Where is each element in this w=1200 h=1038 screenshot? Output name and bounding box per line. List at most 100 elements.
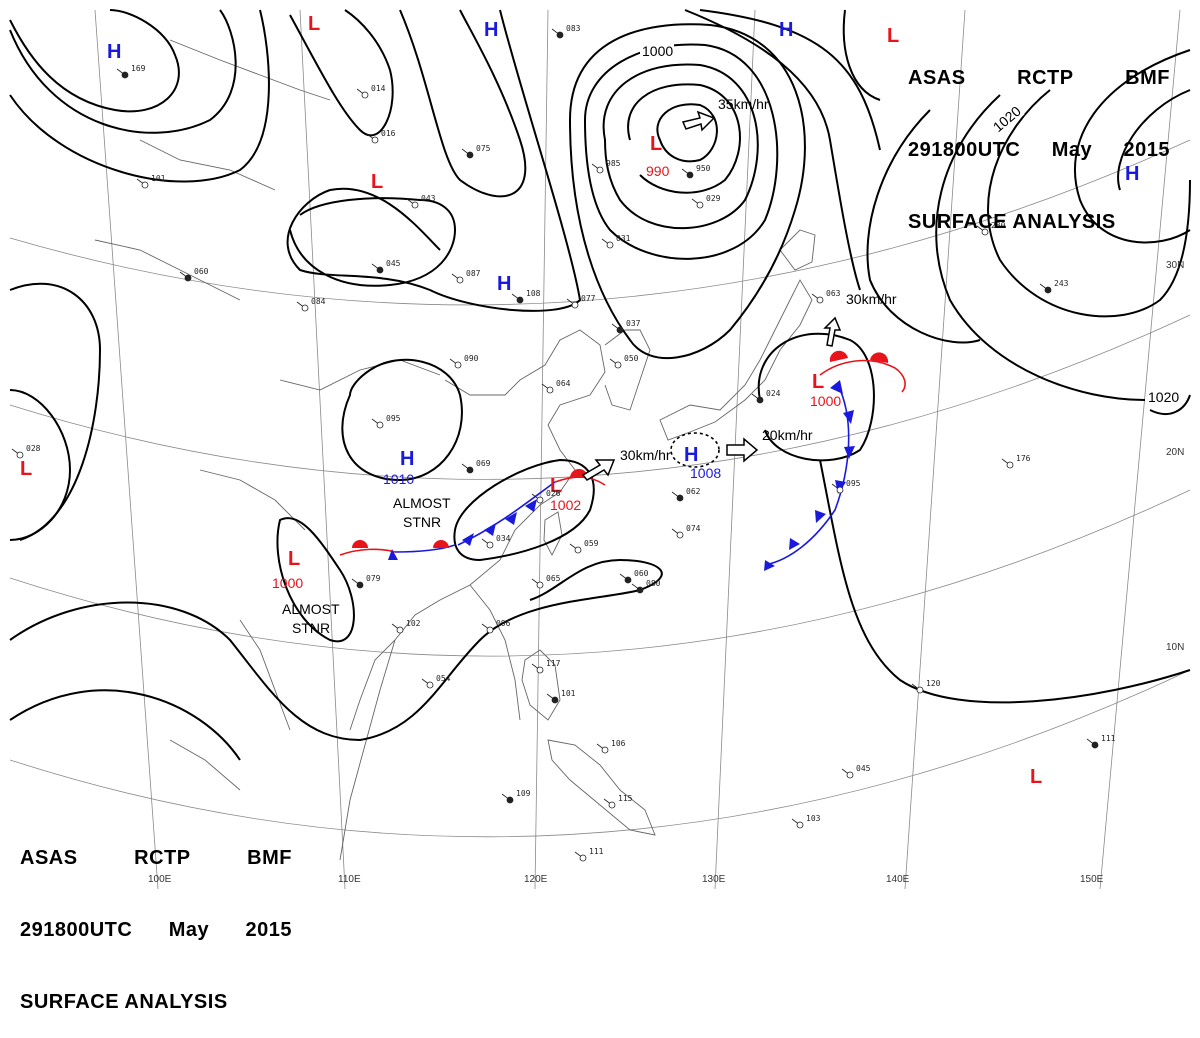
station-pressure: 062 <box>686 487 701 496</box>
station-plot: 014 <box>356 84 386 99</box>
header-time: May <box>1051 139 1093 161</box>
station-circle <box>981 228 989 236</box>
almost-stnr-west-line2: STNR <box>292 620 330 636</box>
station-pressure: 016 <box>381 129 396 138</box>
station-plot: 083 <box>551 24 581 39</box>
pressure-systems: H L H H L L H H L L L 990 L 1000 L 1002 … <box>20 13 1139 788</box>
station-pressure: 111 <box>589 847 604 856</box>
low-symbol: L <box>887 25 899 47</box>
motion-north-low: 35km/hr <box>718 96 769 112</box>
station-pressure: 069 <box>476 459 491 468</box>
almost-stnr-west-line1: ALMOST <box>282 601 340 617</box>
header-time: 2015 <box>245 919 292 941</box>
station-pressure: 077 <box>581 294 596 303</box>
motion-east-low: 30km/hr <box>846 291 897 307</box>
station-circle <box>121 71 129 79</box>
header-agency: RCTP <box>134 847 191 869</box>
header-agency: RCTP <box>1017 67 1074 89</box>
station-circle <box>426 681 434 689</box>
station-pressure: 103 <box>806 814 821 823</box>
low-symbol-1000-west: L <box>288 548 300 570</box>
low-value-1000-east: 1000 <box>810 393 841 409</box>
station-circle <box>184 274 192 282</box>
low-symbol-1000-east: L <box>812 371 824 393</box>
station-pressure: 985 <box>606 159 621 168</box>
station-circle <box>676 531 684 539</box>
station-pressure: 080 <box>646 579 661 588</box>
almost-stnr-notes: ALMOST STNR ALMOST STNR <box>282 495 451 636</box>
station-plot: 050 <box>609 354 639 369</box>
station-circle <box>796 821 804 829</box>
station-circle <box>846 771 854 779</box>
station-circle <box>411 201 419 209</box>
station-plot: 111 <box>1086 734 1116 749</box>
station-plot: 060 <box>619 569 649 584</box>
station-pressure: 106 <box>611 739 626 748</box>
lon-tick-150e: 150E <box>1080 874 1104 885</box>
station-plot: 096 <box>481 619 511 634</box>
station-circle <box>596 166 604 174</box>
station-pressure: 169 <box>131 64 146 73</box>
station-pressure: 031 <box>616 234 631 243</box>
station-plot: 026 <box>531 489 561 504</box>
low-symbol-990: L <box>650 133 662 155</box>
station-pressure: 109 <box>516 789 531 798</box>
high-symbol-1010: H <box>400 448 414 470</box>
lon-tick-110e: 110E <box>338 874 361 885</box>
station-pressure: 034 <box>496 534 511 543</box>
station-pressure: 120 <box>926 679 941 688</box>
weather-map: H L H H L L H H L L L 990 L 1000 L 1002 … <box>9 9 1191 890</box>
station-plot: 037 <box>611 319 641 334</box>
coastline <box>94 39 816 861</box>
station-circle <box>506 796 514 804</box>
low-symbol: L <box>371 171 383 193</box>
station-plot: 031 <box>601 234 631 249</box>
lon-tick-120e: 120E <box>524 874 548 885</box>
station-plot: 090 <box>449 354 479 369</box>
station-pressure: 045 <box>856 764 871 773</box>
station-plot: 045 <box>841 764 871 779</box>
station-pressure: 074 <box>686 524 701 533</box>
station-pressure: 096 <box>496 619 511 628</box>
station-circle <box>376 421 384 429</box>
isobar-label-1000-north: 1000 <box>642 43 673 59</box>
station-circle <box>601 746 609 754</box>
station-plot: 079 <box>351 574 381 589</box>
high-symbol: H <box>1125 163 1139 185</box>
station-circle <box>536 581 544 589</box>
high-value-1010: 1010 <box>383 471 414 487</box>
station-circle <box>836 486 844 494</box>
lon-tick-140e: 140E <box>886 874 910 885</box>
almost-stnr-center-line1: ALMOST <box>393 495 451 511</box>
motion-north-low-arrow <box>681 110 716 132</box>
station-pressure: 014 <box>371 84 386 93</box>
lon-tick-100e: 100E <box>148 874 172 885</box>
station-pressure: 043 <box>421 194 436 203</box>
station-pressure: 059 <box>584 539 599 548</box>
header-time: 2015 <box>1123 139 1170 161</box>
station-circle <box>616 326 624 334</box>
station-circle <box>606 241 614 249</box>
header-time-row: 291800UTC May 2015 <box>20 918 292 942</box>
isobars <box>9 9 1191 761</box>
station-circle <box>486 541 494 549</box>
station-plot: 115 <box>603 794 633 809</box>
station-pressure: 065 <box>546 574 561 583</box>
motion-arrows <box>581 110 842 481</box>
station-plot: 064 <box>541 379 571 394</box>
station-pressure: 176 <box>1016 454 1031 463</box>
station-plot: 043 <box>406 194 436 209</box>
header-title: SURFACE ANALYSIS <box>20 991 228 1013</box>
station-pressure: 108 <box>526 289 541 298</box>
high-symbol: H <box>779 19 793 41</box>
station-circle <box>16 451 24 459</box>
station-plot: 117 <box>531 659 561 674</box>
station-plot: 120 <box>911 679 941 694</box>
station-plot: 028 <box>11 444 41 459</box>
station-plot: 045 <box>371 259 401 274</box>
station-circle <box>608 801 616 809</box>
station-pressure: 024 <box>766 389 781 398</box>
station-pressure: 063 <box>826 289 841 298</box>
station-circle <box>624 576 632 584</box>
high-symbol: H <box>497 273 511 295</box>
